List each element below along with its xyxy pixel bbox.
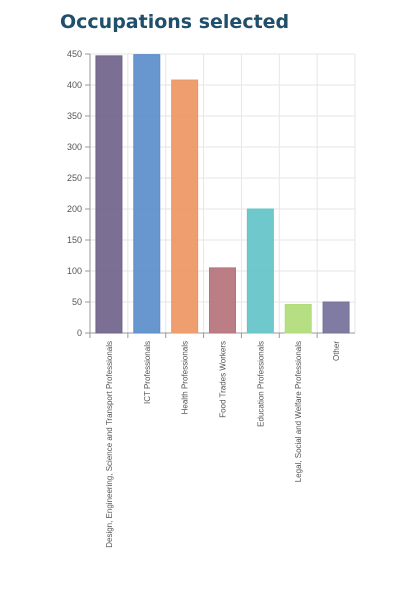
bar-5[interactable] [284, 303, 312, 334]
y-tick-label: 100 [67, 266, 82, 276]
y-tick-label: 250 [67, 173, 82, 183]
x-category-label: Design, Engineering, Science and Transpo… [105, 341, 114, 548]
y-tick-label: 400 [67, 80, 82, 90]
x-tick-labels: Design, Engineering, Science and Transpo… [105, 341, 341, 548]
bar-4[interactable] [246, 208, 274, 334]
y-tick-labels: 0 50 100 150 200 250 300 350 400 450 [67, 49, 82, 338]
x-category-label: ICT Professionals [143, 341, 152, 404]
x-category-label: Education Professionals [256, 341, 265, 427]
y-tick-label: 450 [67, 49, 82, 59]
x-category-label: Other [332, 341, 341, 361]
bar-0[interactable] [95, 55, 123, 334]
y-tick-label: 150 [67, 235, 82, 245]
x-category-label: Legal, Social and Welfare Professionals [294, 341, 303, 482]
bar-2[interactable] [171, 79, 199, 334]
y-tick-label: 0 [77, 328, 82, 338]
x-category-label: Food Trades Workers [219, 341, 228, 418]
chart-title: Occupations selected [60, 11, 290, 33]
bar-6[interactable] [322, 301, 350, 334]
bar-3[interactable] [209, 267, 236, 334]
bars [95, 54, 350, 334]
x-category-label: Health Professionals [181, 341, 190, 414]
bar-1[interactable] [133, 54, 161, 334]
y-tick-label: 300 [67, 142, 82, 152]
y-tick-label: 350 [67, 111, 82, 121]
y-tick-label: 200 [67, 204, 82, 214]
y-tick-label: 50 [72, 297, 82, 307]
grid-lines [90, 53, 356, 333]
